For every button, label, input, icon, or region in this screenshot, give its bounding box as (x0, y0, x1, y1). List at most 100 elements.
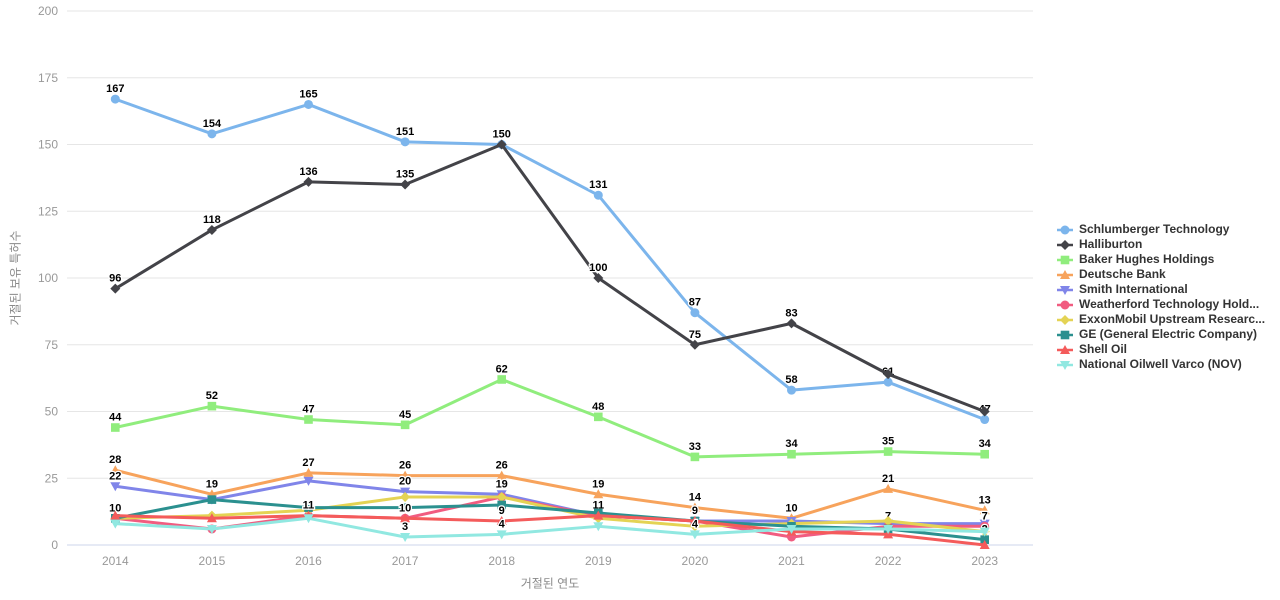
y-tick-label: 75 (45, 338, 59, 352)
data-point[interactable] (206, 513, 217, 523)
data-label: 9 (499, 505, 505, 517)
circle-marker-icon (1057, 225, 1073, 234)
data-point[interactable] (497, 500, 506, 510)
data-point[interactable] (110, 510, 121, 520)
data-point[interactable] (979, 406, 990, 417)
legend-item-baker-hughes-holdings[interactable]: Baker Hughes Holdings (1057, 252, 1265, 267)
data-point[interactable] (303, 514, 314, 524)
data-point[interactable] (400, 420, 410, 430)
data-point[interactable] (690, 452, 700, 462)
data-point[interactable] (787, 449, 796, 459)
triangle-down-marker-icon (1057, 285, 1073, 295)
data-label: 4 (499, 518, 506, 530)
data-point[interactable] (594, 412, 603, 422)
data-point[interactable] (980, 415, 990, 425)
legend-item-shell-oil[interactable]: Shell Oil (1057, 342, 1265, 357)
series-halliburton: 96 118 136 135 150 100 75 83 (108, 127, 990, 417)
data-label: 131 (589, 179, 607, 191)
data-point[interactable] (497, 375, 506, 384)
data-point[interactable] (110, 465, 121, 475)
data-point[interactable] (593, 522, 604, 532)
triangle-down-marker-icon (1057, 360, 1073, 370)
legend-label: GE (General Electric Company) (1079, 327, 1258, 341)
data-label: 9 (692, 505, 698, 517)
data-point[interactable] (689, 502, 700, 512)
data-point[interactable] (979, 540, 990, 549)
data-point[interactable] (207, 495, 217, 504)
data-point[interactable] (400, 491, 411, 502)
data-point[interactable] (400, 470, 411, 480)
data-point[interactable] (496, 530, 507, 540)
data-point[interactable] (883, 524, 894, 534)
data-point[interactable] (400, 532, 411, 542)
data-point[interactable] (303, 467, 314, 477)
legend-item-smith-international[interactable]: Smith International (1057, 282, 1265, 297)
legend-item-weatherford-technology-hold[interactable]: Weatherford Technology Hold... (1057, 297, 1265, 312)
data-point[interactable] (593, 489, 604, 499)
data-point[interactable] (496, 515, 507, 525)
legend-item-halliburton[interactable]: Halliburton (1057, 237, 1265, 252)
data-label: 48 (592, 401, 604, 413)
data-point[interactable] (303, 476, 314, 486)
data-point[interactable] (111, 423, 120, 432)
legend-label: Shell Oil (1079, 342, 1128, 356)
legend-label: Deutsche Bank (1079, 267, 1166, 281)
data-point[interactable] (400, 503, 410, 512)
data-label: 150 (493, 129, 511, 141)
legend-item-deutsche-bank[interactable]: Deutsche Bank (1057, 267, 1265, 282)
data-point[interactable] (400, 179, 411, 190)
triangle-marker-icon (1057, 344, 1073, 354)
data-point[interactable] (883, 447, 893, 456)
data-point[interactable] (110, 94, 120, 104)
series-line (113, 143, 987, 413)
data-label: 100 (589, 262, 607, 274)
data-point[interactable] (304, 99, 313, 109)
data-point[interactable] (786, 524, 797, 534)
data-point[interactable] (593, 510, 604, 520)
data-point[interactable] (979, 527, 990, 537)
square-marker-icon (1057, 255, 1073, 264)
data-label: 28 (109, 454, 121, 466)
data-point[interactable] (980, 535, 989, 544)
data-point[interactable] (400, 137, 410, 147)
data-point[interactable] (883, 369, 894, 380)
y-tick-label: 150 (38, 138, 58, 152)
data-point[interactable] (980, 449, 989, 459)
data-point[interactable] (304, 415, 313, 424)
data-point[interactable] (303, 176, 314, 187)
data-point[interactable] (593, 273, 604, 283)
legend: Schlumberger Technology Halliburton Baker … (1057, 222, 1265, 372)
data-point[interactable] (689, 339, 700, 350)
data-label: 13 (979, 494, 991, 506)
data-point[interactable] (593, 190, 603, 200)
data-point[interactable] (883, 483, 894, 493)
data-point[interactable] (110, 519, 121, 529)
data-point[interactable] (689, 530, 700, 540)
series-line (113, 468, 987, 520)
data-point[interactable] (110, 482, 121, 492)
data-point[interactable] (786, 318, 797, 329)
data-point[interactable] (206, 524, 217, 534)
data-point[interactable] (787, 385, 796, 395)
data-point[interactable] (304, 503, 313, 512)
legend-item-ge-general-electric-company[interactable]: GE (General Electric Company) (1057, 327, 1265, 342)
data-point[interactable] (690, 308, 700, 318)
data-point[interactable] (207, 401, 217, 411)
data-point[interactable] (206, 224, 217, 235)
legend-item-schlumberger-technology[interactable]: Schlumberger Technology (1057, 222, 1265, 237)
data-point[interactable] (110, 283, 121, 294)
data-point[interactable] (979, 505, 990, 515)
data-point[interactable] (207, 129, 217, 139)
diamond-marker-icon (1057, 239, 1073, 250)
data-point[interactable] (496, 491, 507, 502)
data-point[interactable] (883, 515, 894, 526)
data-label: 20 (399, 476, 411, 488)
legend-item-national-oilwell-varco-nov[interactable]: National Oilwell Varco (NOV) (1057, 357, 1265, 372)
data-point[interactable] (496, 139, 507, 150)
series-national-oilwell-varco-nov: 3 4 4 (110, 514, 990, 542)
data-point[interactable] (689, 515, 700, 525)
legend-item-exxonmobil-upstream-researc[interactable]: ExxonMobil Upstream Researc... (1057, 312, 1265, 327)
data-point[interactable] (400, 513, 411, 523)
data-point[interactable] (496, 470, 507, 480)
data-point[interactable] (883, 377, 893, 387)
